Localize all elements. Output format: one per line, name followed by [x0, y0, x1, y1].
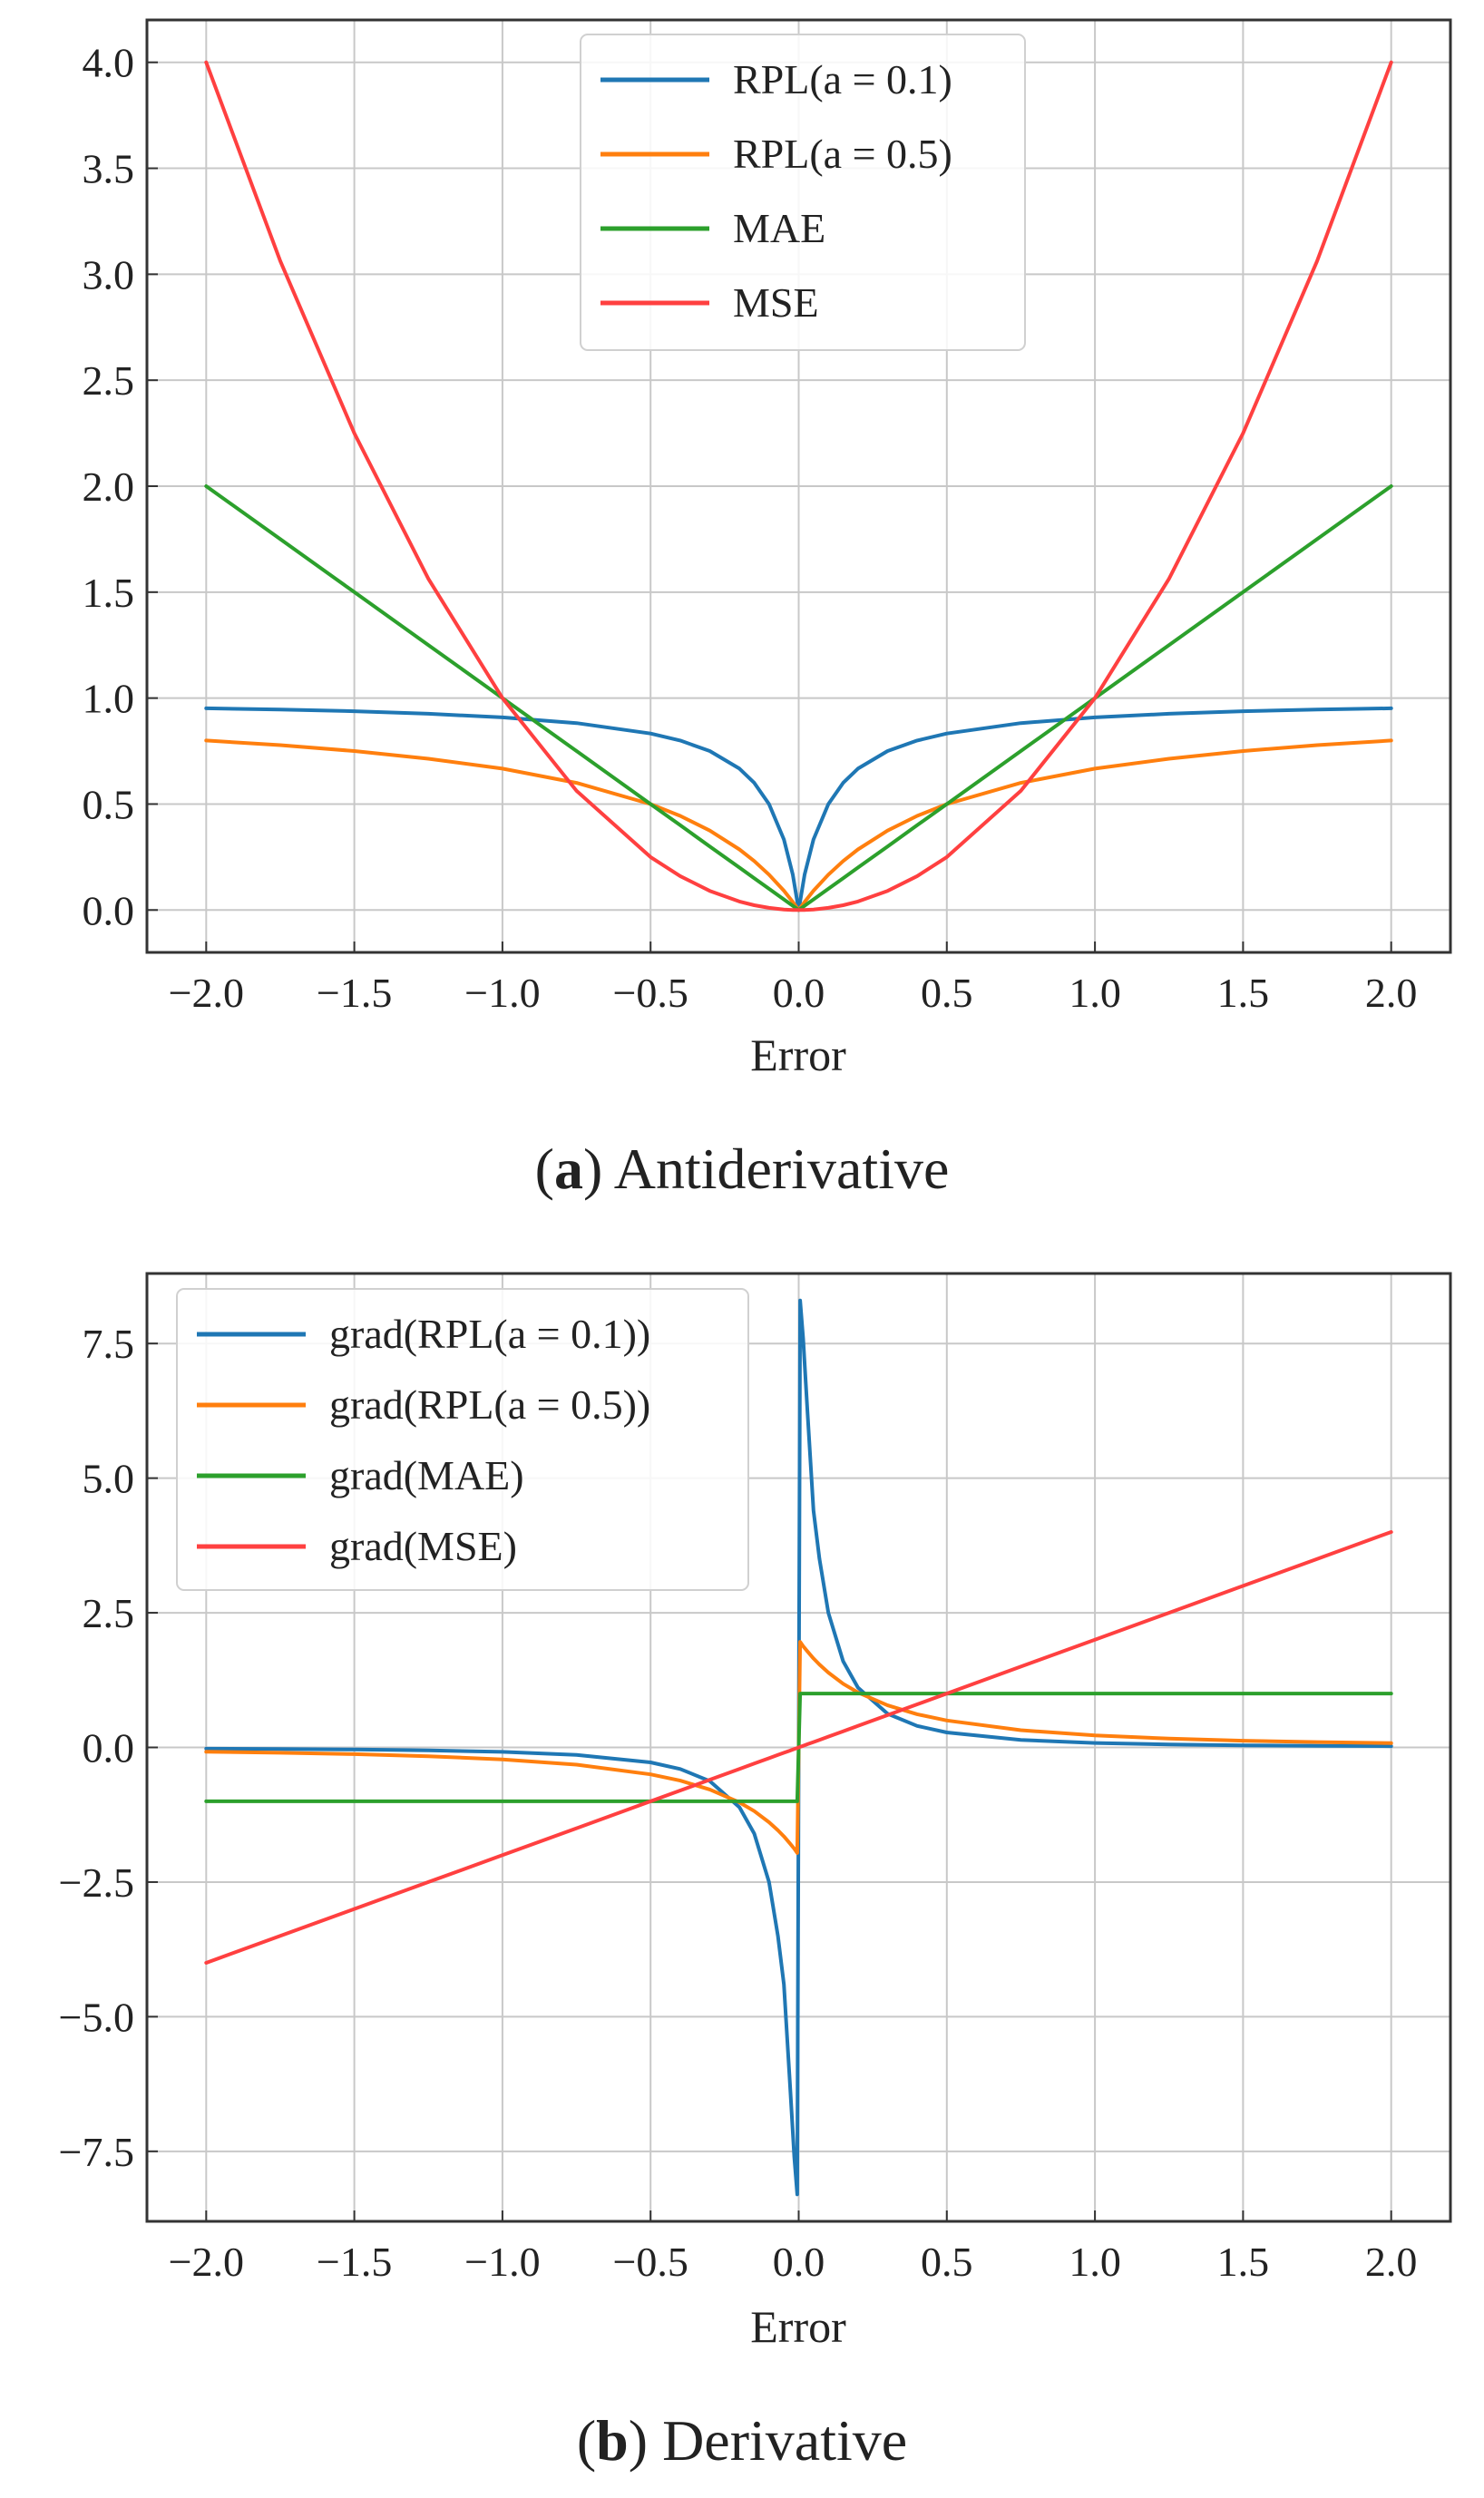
derivative-caption-letter: b [596, 2408, 629, 2473]
derivative-y-tick-label: −2.5 [59, 1859, 134, 1906]
derivative-ticks: −2.0 −1.5 −1.0 −0.5 0.0 0.5 1.0 1.5 2.0 −7.5 −5.0 −… [59, 1321, 1418, 2285]
derivative-y-tick-label: 2.5 [83, 1590, 135, 1636]
derivative-x-tick-label: 1.0 [1069, 2239, 1121, 2285]
derivative-x-tick-label: −1.5 [317, 2239, 392, 2285]
derivative-caption: (b) Derivative [577, 2408, 907, 2473]
antiderivative-legend: RPL(a = 0.1) RPL(a = 0.5) MAE MSE [580, 34, 1026, 351]
derivative-plot-frame [145, 1272, 1452, 2223]
antiderivative-y-tick-label: 3.0 [83, 251, 135, 298]
antiderivative-x-tick-label: −1.5 [317, 970, 392, 1016]
antiderivative-legend-label-1: RPL(a = 0.1) [733, 56, 952, 102]
derivative-y-tick-label: 5.0 [83, 1456, 135, 1502]
antiderivative-x-tick-label: −2.0 [169, 970, 244, 1016]
antiderivative-series [204, 60, 1393, 912]
antiderivative-y-tick-label: 1.5 [83, 570, 135, 616]
derivative-figure: −2.0 −1.5 −1.0 −0.5 0.0 0.5 1.0 1.5 2.0 −7.5 −5.0 −… [59, 1272, 1452, 2473]
derivative-caption-text: Derivative [662, 2408, 907, 2473]
derivative-legend-label-1: grad(RPL(a = 0.1)) [329, 1311, 650, 1357]
antiderivative-x-tick-label: −1.0 [464, 970, 540, 1016]
derivative-x-tick-label: 2.0 [1365, 2239, 1418, 2285]
derivative-x-tick-label: −1.0 [464, 2239, 540, 2285]
antiderivative-y-tick-label: 0.5 [83, 781, 135, 827]
antiderivative-legend-label-3: MAE [733, 205, 825, 251]
antiderivative-plot-frame [145, 18, 1452, 954]
antiderivative-caption-letter: a [554, 1137, 583, 1201]
derivative-x-axis-title: Error [750, 2301, 846, 2352]
antiderivative-y-tick-label: 4.0 [83, 40, 135, 86]
derivative-legend-box [176, 1288, 749, 1591]
antiderivative-x-tick-label: −0.5 [612, 970, 688, 1016]
derivative-y-tick-label: 0.0 [83, 1725, 135, 1771]
derivative-x-tick-label: −0.5 [612, 2239, 688, 2285]
derivative-series [204, 1298, 1393, 2197]
antiderivative-x-tick-label: 0.5 [921, 970, 973, 1016]
antiderivative-y-tick-label: 2.5 [83, 357, 135, 404]
derivative-legend: grad(RPL(a = 0.1)) grad(RPL(a = 0.5)) grad… [176, 1288, 749, 1591]
antiderivative-legend-label-2: RPL(a = 0.5) [733, 131, 952, 177]
antiderivative-x-tick-label: 1.5 [1217, 970, 1270, 1016]
antiderivative-x-tick-label: 1.0 [1069, 970, 1121, 1016]
antiderivative-y-tick-label: 1.0 [83, 676, 135, 722]
antiderivative-x-tick-label: 2.0 [1365, 970, 1418, 1016]
antiderivative-caption: (a) Antiderivative [535, 1137, 950, 1201]
derivative-x-tick-label: −2.0 [169, 2239, 244, 2285]
antiderivative-figure: −2.0 −1.5 −1.0 −0.5 0.0 0.5 1.0 1.5 2.0 0.0 0.5 1.0… [83, 18, 1452, 1201]
derivative-series-line-4 [204, 1530, 1393, 1965]
antiderivative-ticks: −2.0 −1.5 −1.0 −0.5 0.0 0.5 1.0 1.5 2.0 0.0 0.5 1.0… [83, 40, 1418, 1016]
derivative-x-tick-label: 1.5 [1217, 2239, 1270, 2285]
derivative-y-tick-label: −5.0 [59, 1994, 134, 2040]
derivative-legend-label-4: grad(MSE) [329, 1523, 517, 1569]
antiderivative-caption-text: Antiderivative [614, 1137, 950, 1201]
derivative-y-tick-label: −7.5 [59, 2129, 134, 2175]
antiderivative-legend-box [580, 34, 1026, 351]
derivative-y-tick-label: 7.5 [83, 1321, 135, 1367]
derivative-legend-label-3: grad(MAE) [329, 1452, 524, 1498]
derivative-legend-label-2: grad(RPL(a = 0.5)) [329, 1381, 650, 1428]
antiderivative-y-tick-label: 3.5 [83, 146, 135, 192]
derivative-x-tick-label: 0.5 [921, 2239, 973, 2285]
antiderivative-y-tick-label: 2.0 [83, 463, 135, 510]
antiderivative-y-tick-label: 0.0 [83, 887, 135, 933]
antiderivative-x-axis-title: Error [750, 1029, 846, 1080]
antiderivative-legend-label-4: MSE [733, 279, 819, 326]
antiderivative-x-tick-label: 0.0 [773, 970, 825, 1016]
derivative-x-tick-label: 0.0 [773, 2239, 825, 2285]
antiderivative-series-line-4 [204, 60, 1393, 912]
